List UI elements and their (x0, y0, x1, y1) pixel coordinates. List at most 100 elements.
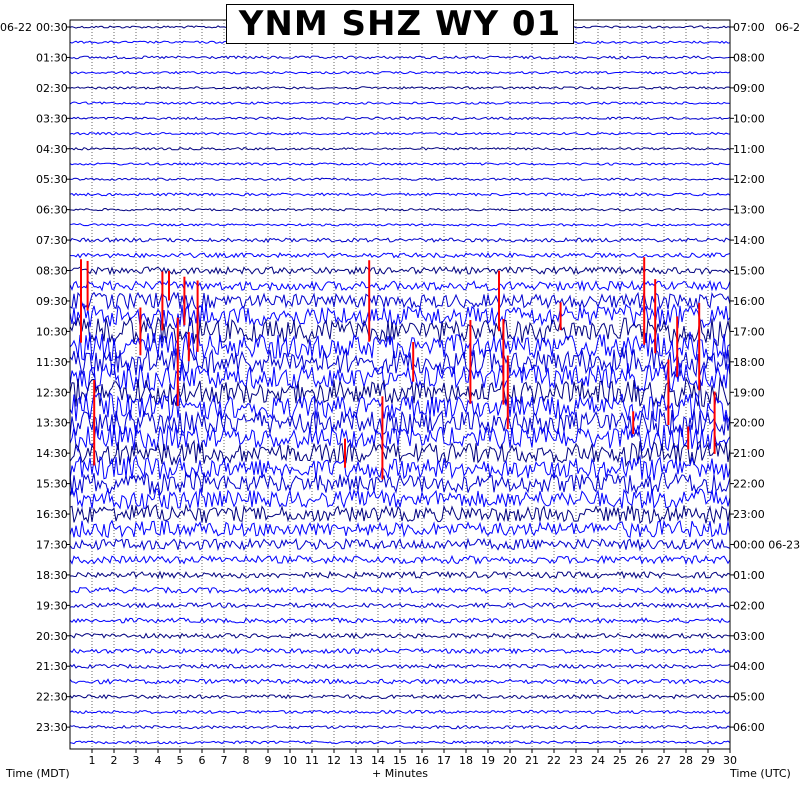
trace-line (69, 554, 731, 566)
x-tick-label: 29 (701, 754, 715, 767)
left-tick-label: 21:30 (36, 660, 68, 673)
chart-title: YNM SHZ WY 01 (238, 4, 562, 44)
trace-line (69, 602, 731, 609)
trace-line (69, 503, 731, 525)
trace-line (69, 408, 731, 438)
x-tick-label: 7 (221, 754, 228, 767)
left-tick-label: 07:30 (36, 234, 68, 247)
left-tick-label: 16:30 (36, 508, 68, 521)
trace-line (69, 439, 731, 468)
trace-line (69, 222, 731, 227)
right-tick-label: 20:00 (733, 417, 765, 430)
left-tick-label: 09:30 (36, 295, 68, 308)
right-tick-label: 09:00 (733, 82, 765, 95)
right-tick-label: 06:00 (733, 721, 765, 734)
left-tick-label: 02:30 (36, 82, 68, 95)
trace-line (69, 131, 731, 136)
right-tick-label: 00:00 06-23 (733, 538, 800, 551)
left-tick-label: 03:30 (36, 112, 68, 125)
x-tick-label: 27 (657, 754, 671, 767)
title-box: YNM SHZ WY 01 (226, 4, 574, 44)
left-time-axis: 00:30 01:30 02:30 03:30 04:30 05:30 06:30 07:30… (36, 21, 70, 734)
trace-line (69, 617, 731, 624)
trace-line (69, 70, 731, 75)
right-tick-label: 01:00 (733, 569, 765, 582)
right-time-axis: 07:00 08:00 09:00 10:00 11:00 12:00 13:00 14:00… (730, 21, 800, 734)
trace-line (69, 331, 731, 364)
trace-line (69, 207, 731, 212)
trace-line (69, 570, 731, 580)
date-right-label: 06-2 (775, 21, 800, 34)
trace-line (69, 146, 731, 151)
left-tick-label: 19:30 (36, 599, 68, 612)
trace-line (69, 192, 731, 197)
x-tick-label: 2 (111, 754, 118, 767)
trace-line (69, 162, 731, 166)
trace-line (69, 391, 731, 424)
right-tick-label: 16:00 (733, 295, 765, 308)
x-tick-label: 22 (547, 754, 561, 767)
trace-line (69, 647, 731, 655)
x-axis-title: + Minutes (372, 767, 428, 780)
trace-line (69, 55, 731, 60)
x-tick-label: 20 (503, 754, 517, 767)
left-tick-label: 15:30 (36, 478, 68, 491)
left-tick-label: 22:30 (36, 691, 68, 704)
trace-line (69, 177, 731, 181)
trace-line (69, 586, 731, 594)
left-tick-label: 14:30 (36, 447, 68, 460)
x-tick-label: 15 (393, 754, 407, 767)
left-tick-label: 00:30 (36, 21, 68, 34)
trace-line (69, 724, 731, 730)
right-tick-label: 12:00 (733, 173, 765, 186)
x-tick-label: 24 (591, 754, 605, 767)
right-tick-label: 04:00 (733, 660, 765, 673)
right-tick-label: 07:00 (733, 21, 765, 34)
trace-line (69, 693, 731, 700)
trace-line (69, 237, 731, 243)
right-tick-label: 19:00 (733, 386, 765, 399)
right-tick-label: 05:00 (733, 691, 765, 704)
trace-line (69, 663, 731, 670)
minutes-axis: 1 2 3 4 5 6 7 8 9 10 11 12 13 14 15 16 17 18 19 20 21 22 23 24 2… (89, 749, 737, 767)
right-tick-label: 15:00 (733, 265, 765, 278)
x-tick-label: 1 (89, 754, 96, 767)
x-tick-label: 10 (283, 754, 297, 767)
trace-line (69, 291, 731, 311)
trace-line (69, 740, 731, 745)
x-tick-label: 18 (459, 754, 473, 767)
left-tick-label: 06:30 (36, 204, 68, 217)
trace-line (69, 116, 731, 121)
x-tick-label: 11 (305, 754, 319, 767)
trace-line (69, 279, 731, 292)
trace-line (69, 454, 731, 481)
right-tick-label: 13:00 (733, 204, 765, 217)
x-tick-label: 30 (723, 754, 737, 767)
x-tick-label: 12 (327, 754, 341, 767)
trace-line (69, 519, 731, 539)
x-tick-label: 9 (265, 754, 272, 767)
trace-line (69, 470, 731, 497)
right-tick-label: 17:00 (733, 325, 765, 338)
x-tick-label: 26 (635, 754, 649, 767)
trace-line (69, 101, 731, 105)
right-tick-label: 10:00 (733, 112, 765, 125)
x-tick-label: 28 (679, 754, 693, 767)
x-tick-label: 23 (569, 754, 583, 767)
left-tick-label: 23:30 (36, 721, 68, 734)
trace-line (69, 632, 730, 640)
x-tick-label: 17 (437, 754, 451, 767)
right-tick-label: 02:00 (733, 599, 765, 612)
trace-line (69, 316, 731, 347)
x-tick-label: 4 (155, 754, 162, 767)
x-tick-label: 14 (371, 754, 385, 767)
trace-line (69, 537, 731, 552)
trace-line (69, 362, 731, 393)
date-left-label: 06-22 (0, 21, 32, 34)
x-tick-label: 19 (481, 754, 495, 767)
left-tick-label: 17:30 (36, 538, 68, 551)
trace-line (69, 265, 731, 276)
x-tick-label: 6 (199, 754, 206, 767)
trace-line (69, 709, 731, 715)
